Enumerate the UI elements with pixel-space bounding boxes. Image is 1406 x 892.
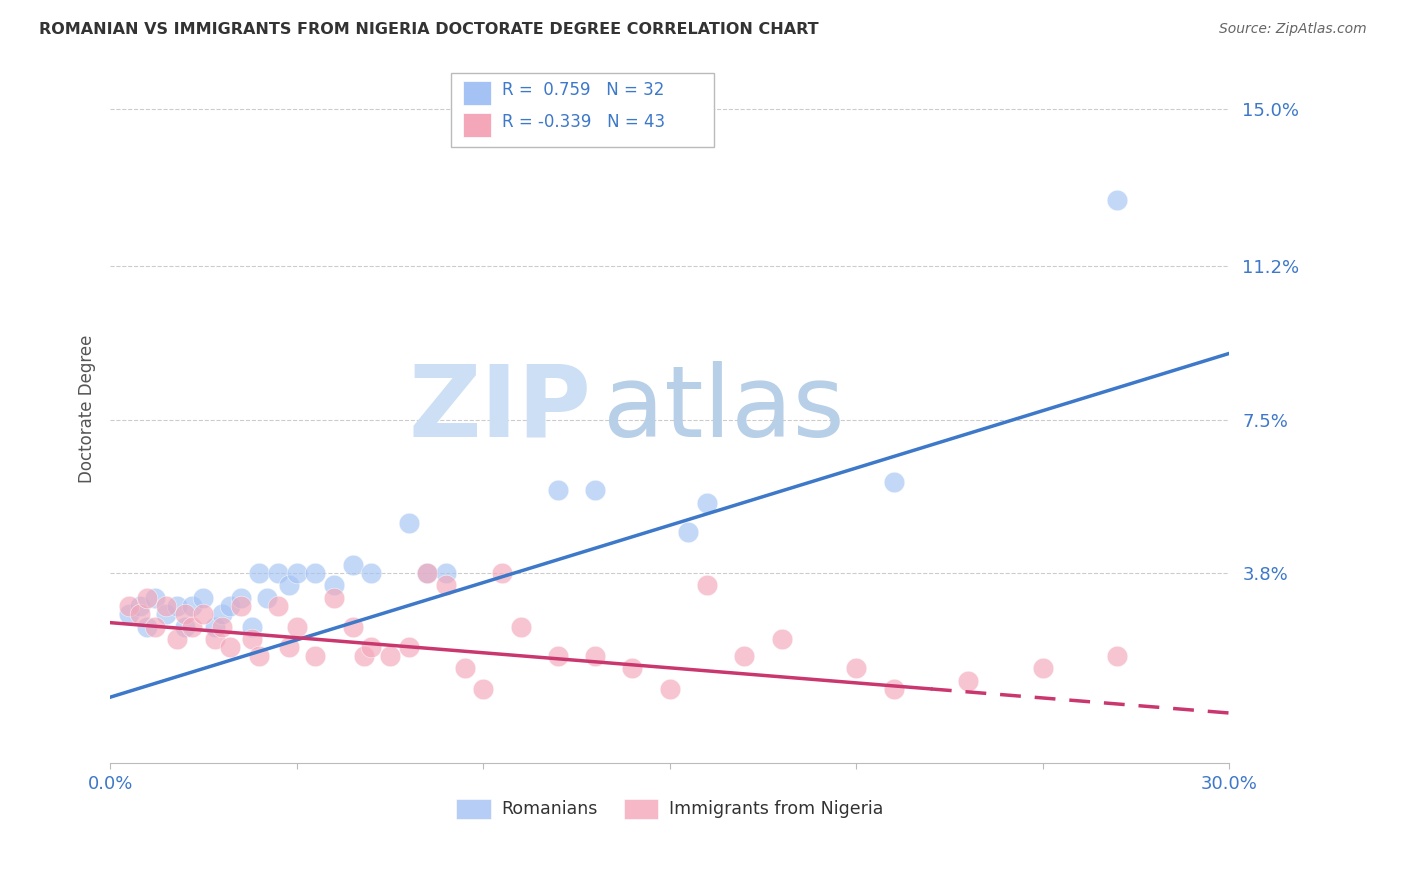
Point: [143, 620, 166, 634]
Point: [155, 607, 177, 622]
Point: [285, 620, 308, 634]
Point: [240, 620, 263, 634]
Point: [229, 599, 252, 613]
Point: [304, 566, 326, 580]
Point: [416, 566, 439, 580]
Point: [285, 566, 308, 580]
Point: [621, 661, 644, 675]
Point: [278, 578, 301, 592]
Point: [547, 648, 569, 663]
Point: [136, 620, 159, 634]
Point: [136, 591, 159, 605]
Point: [434, 566, 457, 580]
Point: [360, 566, 382, 580]
Point: [323, 591, 346, 605]
Point: [193, 607, 215, 622]
Point: [204, 620, 226, 634]
Point: [583, 648, 606, 663]
Point: [129, 599, 152, 613]
Text: R = -0.339   N = 43: R = -0.339 N = 43: [502, 113, 665, 131]
Point: [181, 620, 204, 634]
Point: [509, 620, 531, 634]
Point: [398, 516, 420, 531]
Point: [143, 591, 166, 605]
Point: [883, 681, 905, 696]
Point: [129, 607, 152, 622]
Point: [472, 681, 495, 696]
Point: [256, 591, 278, 605]
Point: [883, 475, 905, 489]
Y-axis label: Doctorate Degree: Doctorate Degree: [79, 335, 96, 483]
Point: [353, 648, 375, 663]
Point: [211, 620, 233, 634]
Point: [453, 661, 475, 675]
Point: [1032, 661, 1054, 675]
Point: [267, 599, 290, 613]
Text: ZIP: ZIP: [409, 360, 592, 458]
Point: [547, 483, 569, 497]
Point: [218, 640, 240, 655]
Point: [583, 483, 606, 497]
Point: [118, 599, 141, 613]
Point: [696, 578, 718, 592]
Point: [166, 599, 188, 613]
Text: R =  0.759   N = 32: R = 0.759 N = 32: [502, 81, 664, 99]
Point: [658, 681, 681, 696]
Point: [957, 673, 980, 688]
Text: ROMANIAN VS IMMIGRANTS FROM NIGERIA DOCTORATE DEGREE CORRELATION CHART: ROMANIAN VS IMMIGRANTS FROM NIGERIA DOCT…: [39, 22, 818, 37]
Point: [204, 632, 226, 647]
Point: [247, 648, 270, 663]
Point: [267, 566, 290, 580]
Point: [166, 632, 188, 647]
Point: [173, 607, 195, 622]
Point: [181, 599, 204, 613]
Point: [155, 599, 177, 613]
Point: [278, 640, 301, 655]
Point: [240, 632, 263, 647]
Point: [678, 524, 700, 539]
Point: [491, 566, 513, 580]
Point: [398, 640, 420, 655]
Point: [434, 578, 457, 592]
Point: [118, 607, 141, 622]
Point: [342, 620, 364, 634]
Point: [229, 591, 252, 605]
Point: [733, 648, 755, 663]
Point: [342, 558, 364, 572]
Point: [1107, 193, 1129, 207]
Point: [416, 566, 439, 580]
Text: atlas: atlas: [603, 360, 844, 458]
Point: [304, 648, 326, 663]
FancyBboxPatch shape: [451, 73, 714, 147]
Point: [770, 632, 793, 647]
FancyBboxPatch shape: [463, 113, 491, 136]
Point: [378, 648, 401, 663]
Point: [193, 591, 215, 605]
Point: [360, 640, 382, 655]
Point: [173, 620, 195, 634]
Point: [323, 578, 346, 592]
Point: [845, 661, 868, 675]
Point: [247, 566, 270, 580]
Text: Source: ZipAtlas.com: Source: ZipAtlas.com: [1219, 22, 1367, 37]
Legend: Romanians, Immigrants from Nigeria: Romanians, Immigrants from Nigeria: [450, 792, 890, 826]
Point: [211, 607, 233, 622]
Point: [218, 599, 240, 613]
FancyBboxPatch shape: [463, 81, 491, 104]
Point: [696, 495, 718, 509]
Point: [1107, 648, 1129, 663]
